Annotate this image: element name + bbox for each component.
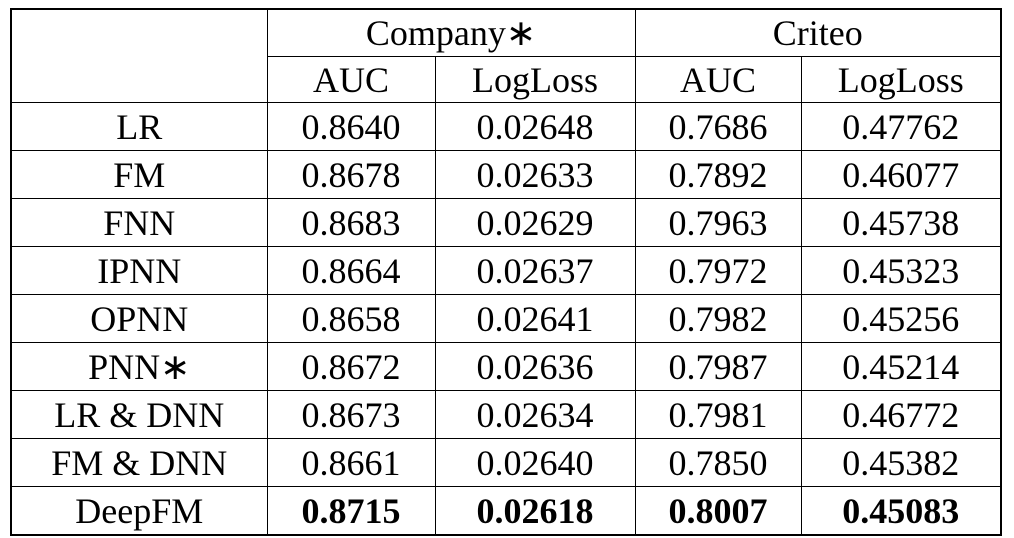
metric-value: 0.8673	[266, 390, 436, 439]
metric-value: 0.02648	[434, 102, 636, 151]
metric-value: 0.45256	[800, 294, 1002, 343]
metric-value: 0.7987	[634, 342, 802, 391]
metric-value: 0.02637	[434, 246, 636, 295]
metric-value: 0.45738	[800, 198, 1002, 247]
corner-cell	[10, 8, 268, 103]
metric-value: 0.45214	[800, 342, 1002, 391]
model-name: OPNN	[10, 294, 268, 343]
group-header: Criteo	[634, 8, 1002, 57]
model-name: IPNN	[10, 246, 268, 295]
metric-value: 0.02640	[434, 438, 636, 487]
metric-value: 0.46077	[800, 150, 1002, 199]
model-name: DeepFM	[10, 486, 268, 536]
metric-value: 0.02634	[434, 390, 636, 439]
data-row: DeepFM 0.8715 0.02618 0.8007 0.45083	[10, 486, 1002, 536]
metric-value: 0.8640	[266, 102, 436, 151]
metric-value: 0.02629	[434, 198, 636, 247]
data-row: FM & DNN 0.8661 0.02640 0.7850 0.45382	[10, 438, 1002, 487]
model-name: PNN∗	[10, 342, 268, 391]
metric-value: 0.45382	[800, 438, 1002, 487]
metric-value: 0.7981	[634, 390, 802, 439]
group-header: Company∗	[266, 8, 636, 57]
metric-value: 0.45083	[800, 486, 1002, 536]
model-name: LR	[10, 102, 268, 151]
metric-value: 0.8661	[266, 438, 436, 487]
data-row: LR 0.8640 0.02648 0.7686 0.47762	[10, 102, 1002, 151]
metric-header: LogLoss	[434, 56, 636, 103]
metric-value: 0.8664	[266, 246, 436, 295]
model-name: FM	[10, 150, 268, 199]
data-row: FM 0.8678 0.02633 0.7892 0.46077	[10, 150, 1002, 199]
metric-value: 0.8715	[266, 486, 436, 536]
metric-value: 0.46772	[800, 390, 1002, 439]
metric-header: AUC	[634, 56, 802, 103]
data-row: LR & DNN 0.8673 0.02634 0.7981 0.46772	[10, 390, 1002, 439]
metric-value: 0.7982	[634, 294, 802, 343]
data-row: PNN∗ 0.8672 0.02636 0.7987 0.45214	[10, 342, 1002, 391]
metric-value: 0.02618	[434, 486, 636, 536]
metric-value: 0.8007	[634, 486, 802, 536]
metric-value: 0.8678	[266, 150, 436, 199]
metric-value: 0.7963	[634, 198, 802, 247]
model-name: FM & DNN	[10, 438, 268, 487]
metric-header: LogLoss	[800, 56, 1002, 103]
results-table: Company∗ Criteo AUC LogLoss AUC LogLoss LR 0.86…	[10, 8, 1002, 536]
metric-value: 0.45323	[800, 246, 1002, 295]
metric-value: 0.02633	[434, 150, 636, 199]
metric-value: 0.7892	[634, 150, 802, 199]
data-row: FNN 0.8683 0.02629 0.7963 0.45738	[10, 198, 1002, 247]
metric-value: 0.7972	[634, 246, 802, 295]
model-name: FNN	[10, 198, 268, 247]
data-row: IPNN 0.8664 0.02637 0.7972 0.45323	[10, 246, 1002, 295]
data-row: OPNN 0.8658 0.02641 0.7982 0.45256	[10, 294, 1002, 343]
metric-value: 0.7686	[634, 102, 802, 151]
model-name: LR & DNN	[10, 390, 268, 439]
metric-value: 0.47762	[800, 102, 1002, 151]
header-row: Company∗ Criteo	[10, 8, 1002, 103]
metric-value: 0.8658	[266, 294, 436, 343]
metric-header: AUC	[266, 56, 436, 103]
metric-value: 0.8672	[266, 342, 436, 391]
metric-value: 0.02641	[434, 294, 636, 343]
metric-value: 0.02636	[434, 342, 636, 391]
metric-value: 0.7850	[634, 438, 802, 487]
metric-value: 0.8683	[266, 198, 436, 247]
